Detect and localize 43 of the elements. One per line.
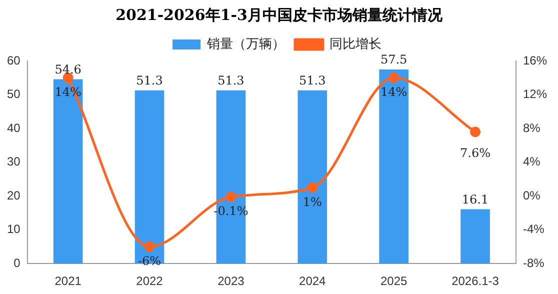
y-tick-label: 40: [6, 120, 21, 135]
y2-tick-label: -4%: [522, 222, 545, 236]
y-tick-label: 30: [6, 154, 21, 169]
data-label: 57.5: [380, 52, 408, 67]
data-label: 1%: [302, 194, 322, 209]
data-label: 51.3: [218, 74, 244, 88]
data-label: 16.1: [462, 192, 489, 206]
point: [388, 72, 400, 84]
y-tick-label: 50: [6, 87, 21, 102]
data-label: 14%: [380, 85, 408, 100]
x-tick-label: 2021: [54, 274, 82, 288]
data-label: 7.6%: [460, 146, 491, 160]
x-tick-label: 2023: [218, 274, 245, 288]
bar: [134, 90, 164, 264]
x-tick-label: 2025: [380, 274, 408, 288]
point: [226, 192, 236, 202]
point: [470, 126, 481, 138]
y-tick-label: 20: [6, 188, 21, 202]
bar: [216, 90, 246, 264]
data-label: 51.3: [299, 74, 326, 88]
x-tick-label: 2026.1-3: [452, 274, 500, 288]
y2-tick-label: 8%: [522, 120, 541, 135]
data-label: 54.6: [54, 62, 82, 76]
bar: [460, 209, 490, 264]
y-tick-label: 0: [14, 256, 21, 270]
bar: [379, 69, 408, 264]
point: [144, 241, 155, 252]
y2-tick-label: 12%: [522, 87, 548, 102]
data-label: 51.3: [136, 74, 163, 88]
chart-title: 2021-2026年1-3月中国皮卡市场销量统计情况: [114, 6, 444, 25]
y-tick-label: 10: [6, 222, 21, 236]
legend-label: 销量（万辆）: [206, 36, 285, 52]
legend-label: 同比增长: [330, 36, 382, 52]
y2-tick-label: 4%: [522, 154, 541, 169]
y2-tick-label: 16%: [522, 53, 548, 68]
point: [307, 182, 318, 193]
x-tick-label: 2022: [136, 274, 164, 288]
y-tick-label: 60: [6, 53, 21, 68]
y2-tick-label: -8%: [522, 256, 545, 270]
x-tick-label: 2024: [299, 274, 326, 288]
bar: [298, 90, 328, 264]
bar: [53, 79, 83, 264]
y2-tick-label: 0%: [522, 188, 541, 202]
